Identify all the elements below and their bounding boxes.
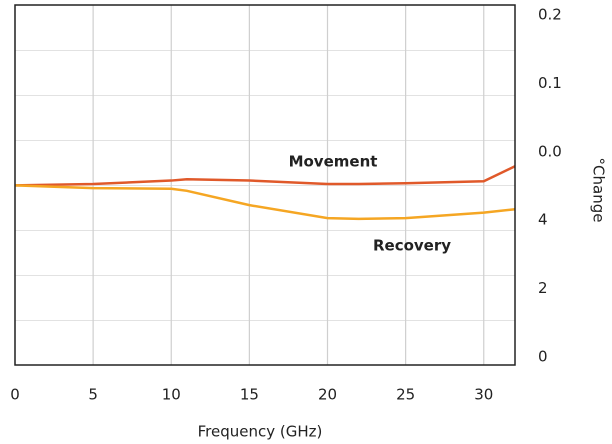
x-tick-label: 20 [318,386,337,404]
plot-frame [14,4,516,366]
y-tick-label: 0 [538,347,548,365]
x-tick-label: 25 [396,386,415,404]
series-line [14,184,516,221]
plot-grid [15,5,515,365]
y-tick-label: 2 [538,279,548,297]
series-label: Recovery [373,237,451,255]
y-tick-label: 0.2 [538,6,562,24]
y-tick-label: 0.1 [538,74,562,92]
x-axis-label: Frequency (GHz) [198,423,323,441]
series-label: Movement [289,153,378,171]
series-line [14,165,516,187]
x-tick-label: 0 [10,386,20,404]
x-tick-label: 15 [240,386,259,404]
y-axis-label: °Change [590,158,608,223]
x-tick-label: 5 [88,386,98,404]
y-tick-label: 0.0 [538,142,562,160]
x-tick-label: 10 [162,386,181,404]
x-tick-label: 30 [474,386,493,404]
y-tick-label: 4 [538,211,548,229]
